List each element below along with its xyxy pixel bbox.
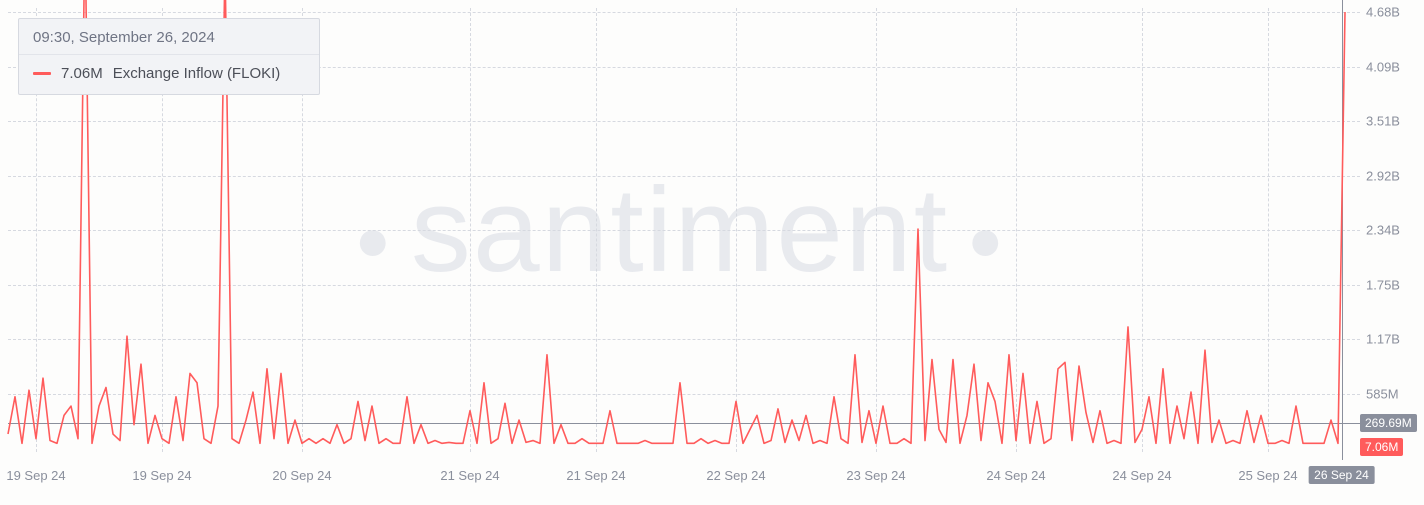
- tooltip-row: 7.06M Exchange Inflow (FLOKI): [19, 55, 319, 94]
- tooltip-timestamp: 09:30, September 26, 2024: [19, 19, 319, 55]
- x-axis-badge: 26 Sep 24: [1308, 466, 1375, 484]
- x-tick-label: 20 Sep 24: [272, 468, 331, 483]
- y-tick-label: 1.75B: [1366, 277, 1400, 292]
- y-tick-label: 3.51B: [1366, 114, 1400, 129]
- y-tick-label: 585M: [1366, 386, 1399, 401]
- x-tick-label: 24 Sep 24: [1112, 468, 1171, 483]
- y-tick-label: 2.92B: [1366, 168, 1400, 183]
- tooltip-swatch: [33, 72, 51, 75]
- y-tick-label: 1.17B: [1366, 332, 1400, 347]
- tooltip-value: 7.06M: [61, 65, 103, 82]
- x-tick-label: 25 Sep 24: [1238, 468, 1297, 483]
- y-tick-label: 4.09B: [1366, 59, 1400, 74]
- x-axis: 19 Sep 24 19 Sep 24 20 Sep 24 21 Sep 24 21 S…: [0, 460, 1424, 505]
- plot-area[interactable]: ●santiment● 09:30, September 26, 2024 7.…: [0, 0, 1360, 460]
- x-tick-label: 21 Sep 24: [440, 468, 499, 483]
- x-tick-label: 22 Sep 24: [706, 468, 765, 483]
- y-tick-label: 2.34B: [1366, 223, 1400, 238]
- tooltip-series-label: Exchange Inflow (FLOKI): [113, 65, 281, 82]
- y-tick-label: 4.68B: [1366, 5, 1400, 20]
- y-axis-badge: 269.69M: [1360, 414, 1417, 432]
- x-tick-label: 21 Sep 24: [566, 468, 625, 483]
- tooltip: 09:30, September 26, 2024 7.06M Exchange…: [18, 18, 320, 95]
- x-tick-label: 19 Sep 24: [6, 468, 65, 483]
- y-axis-badge: 7.06M: [1360, 438, 1403, 456]
- x-tick-label: 19 Sep 24: [132, 468, 191, 483]
- y-axis: 4.68B 4.09B 3.51B 2.92B 2.34B 1.75B 1.17B 585M 2…: [1360, 0, 1424, 460]
- x-tick-label: 23 Sep 24: [846, 468, 905, 483]
- x-tick-label: 24 Sep 24: [986, 468, 1045, 483]
